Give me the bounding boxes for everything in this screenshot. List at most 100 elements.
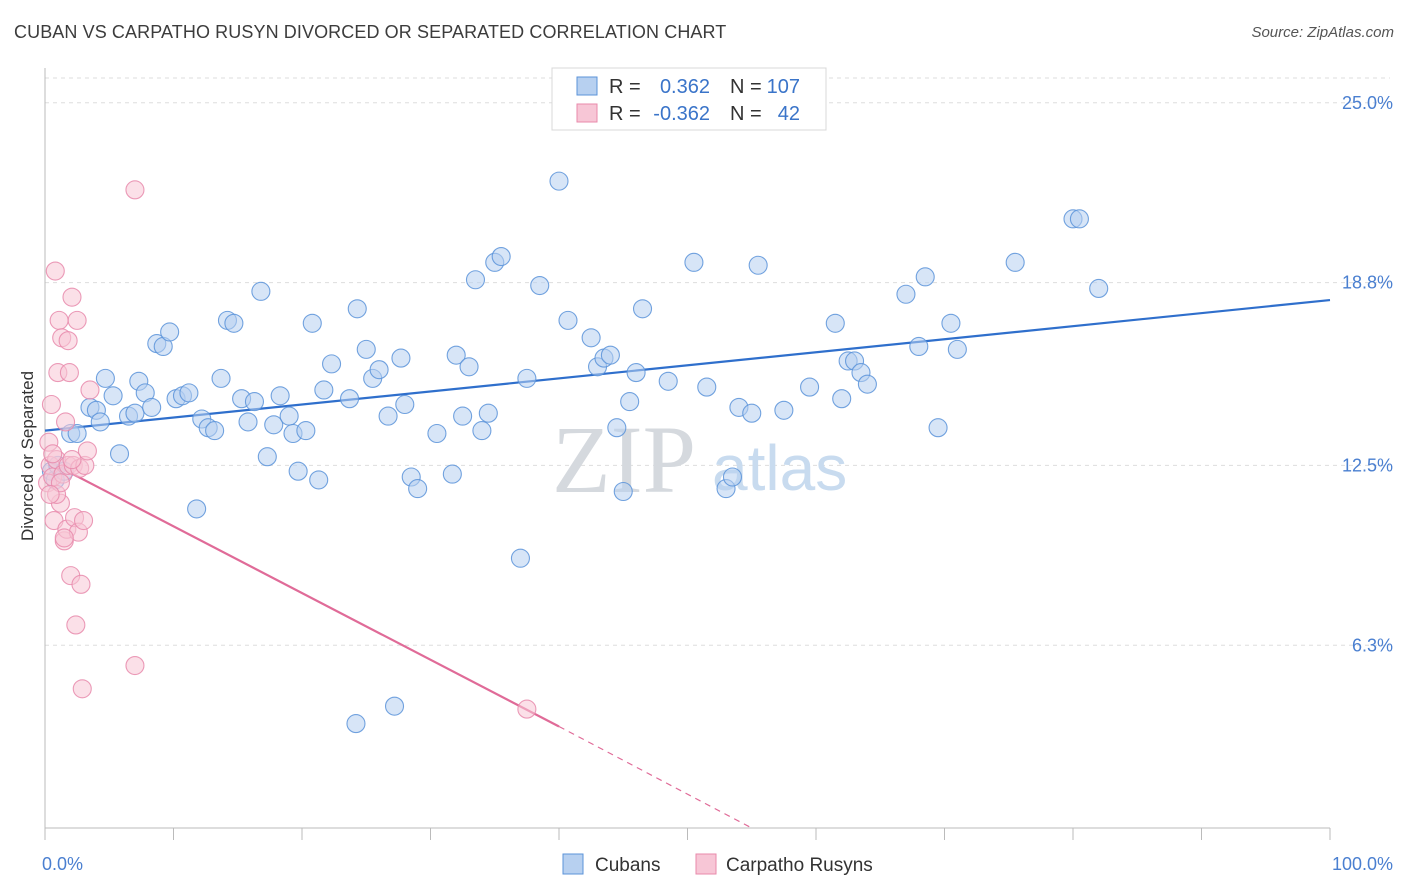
legend-n-label: N = — [730, 76, 762, 98]
data-point — [288, 461, 308, 481]
data-point — [391, 348, 411, 368]
data-point — [684, 252, 704, 272]
x-tick-label: 100.0% — [1332, 854, 1393, 874]
data-point — [427, 423, 447, 444]
series-legend: Cubans Carpatho Rusyns — [562, 853, 873, 876]
data-point — [909, 336, 929, 357]
data-point — [224, 313, 244, 333]
data-point — [491, 246, 511, 267]
data-point — [67, 423, 87, 444]
data-point — [530, 276, 550, 296]
data-point — [187, 499, 207, 519]
data-point — [109, 444, 130, 464]
y-tick-label: 6.3% — [1352, 635, 1393, 655]
data-point — [279, 406, 299, 426]
y-tick-label: 25.0% — [1342, 93, 1393, 113]
data-point — [67, 310, 87, 330]
data-point — [62, 287, 82, 307]
data-point — [211, 368, 231, 388]
y-axis-label: Divorced or Separated — [18, 371, 37, 541]
data-point — [1089, 278, 1109, 299]
data-point — [205, 421, 225, 441]
data-point — [125, 180, 145, 200]
data-point — [49, 310, 69, 330]
data-point — [257, 447, 277, 467]
data-point — [90, 412, 110, 432]
data-point — [1005, 252, 1025, 272]
data-point — [347, 299, 367, 319]
y-tick-label: 18.8% — [1342, 273, 1393, 293]
data-point — [244, 392, 265, 412]
legend-label-carpatho-rusyns: Carpatho Rusyns — [726, 855, 873, 876]
x-tick-label: 0.0% — [42, 854, 83, 874]
data-point — [857, 374, 877, 394]
data-point — [658, 371, 678, 391]
data-point — [59, 363, 79, 383]
data-point — [774, 400, 794, 420]
legend-n-value: 107 — [767, 76, 800, 98]
data-point — [408, 479, 428, 499]
data-point — [825, 313, 845, 333]
data-point — [346, 714, 366, 734]
data-point — [264, 415, 284, 435]
watermark: ZIP atlas — [552, 406, 847, 513]
data-point — [71, 574, 91, 594]
data-point — [56, 412, 76, 432]
data-point — [72, 679, 92, 699]
data-point — [322, 354, 342, 374]
data-point — [742, 403, 762, 423]
data-point — [296, 421, 316, 441]
data-point — [384, 696, 405, 716]
trend-line — [44, 458, 560, 728]
data-point — [517, 699, 537, 719]
data-point — [581, 328, 601, 348]
data-point — [517, 368, 537, 388]
data-point — [558, 310, 578, 330]
data-point — [54, 528, 74, 548]
data-point — [80, 380, 100, 400]
legend-r-value: 0.362 — [660, 76, 710, 98]
legend-swatch-cubans — [562, 853, 584, 875]
data-point — [356, 339, 376, 359]
legend-r-value: -0.362 — [653, 103, 710, 125]
correlation-legend: R = 0.362 N = 107 R = -0.362 N = 42 — [551, 67, 827, 131]
data-point — [238, 412, 258, 432]
data-point — [928, 418, 948, 438]
data-points — [38, 171, 1109, 734]
legend-swatch-carpatho-rusyns — [695, 853, 717, 875]
data-point — [314, 380, 334, 400]
data-point — [339, 389, 360, 409]
data-point — [369, 360, 389, 380]
data-point — [270, 386, 290, 406]
data-point — [45, 261, 65, 281]
data-point — [125, 403, 145, 423]
trend-line-extension — [558, 725, 753, 829]
data-point — [915, 267, 935, 287]
data-point — [626, 363, 646, 383]
data-point — [697, 377, 717, 397]
legend-r-label: R = — [609, 103, 641, 125]
legend-n-label: N = — [730, 103, 762, 125]
data-point — [40, 484, 60, 504]
data-point — [549, 171, 569, 191]
data-point — [74, 510, 94, 531]
legend-n-value: 42 — [778, 103, 800, 125]
data-point — [395, 394, 415, 415]
data-point — [947, 339, 967, 359]
data-point — [478, 403, 498, 423]
data-point — [832, 389, 852, 409]
data-point — [800, 377, 820, 397]
legend-label-cubans: Cubans — [595, 855, 661, 876]
data-point — [748, 255, 768, 275]
data-point — [125, 656, 145, 676]
chart-title: CUBAN VS CARPATHO RUSYN DIVORCED OR SEPA… — [14, 22, 727, 42]
data-point — [103, 386, 123, 406]
y-tick-labels: 6.3% 12.5% 18.8% 25.0% — [1342, 93, 1393, 655]
data-point — [459, 357, 479, 377]
data-point — [510, 548, 531, 568]
trend-lines — [44, 298, 1331, 829]
data-point — [465, 270, 486, 290]
data-point — [41, 394, 61, 415]
data-point — [251, 281, 271, 301]
